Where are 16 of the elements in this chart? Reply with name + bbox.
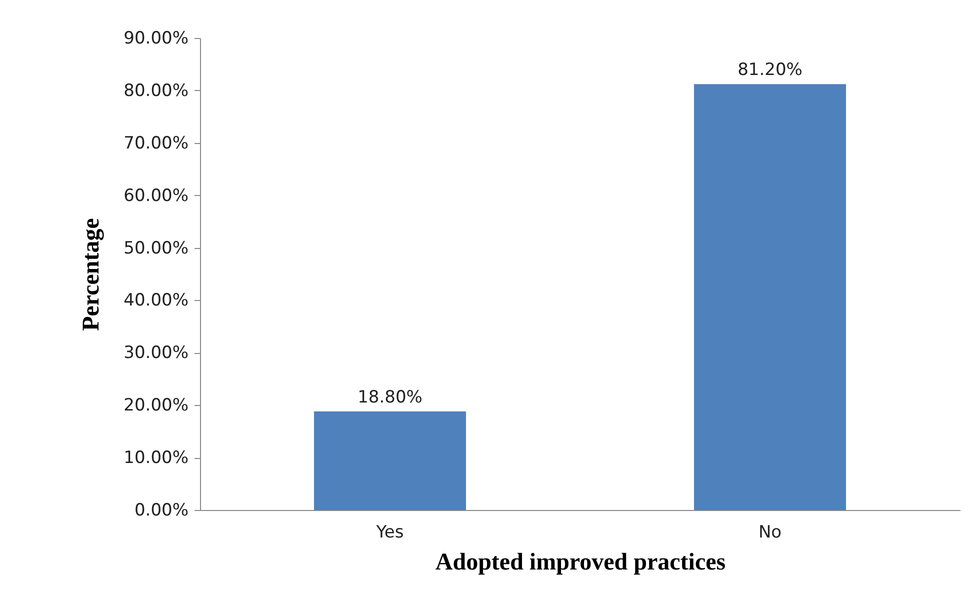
data-label: 18.80% bbox=[358, 387, 422, 408]
y-axis-title: Percentage bbox=[78, 218, 105, 331]
y-tick-label: 80.00% bbox=[124, 80, 188, 101]
x-tick-label: Yes bbox=[375, 522, 404, 542]
data-label: 81.20% bbox=[738, 60, 802, 80]
y-tick-label: 30.00% bbox=[124, 343, 188, 364]
y-tick-label: 50.00% bbox=[124, 238, 188, 258]
y-tick-label: 40.00% bbox=[124, 290, 188, 311]
y-tick-label: 70.00% bbox=[124, 133, 188, 154]
y-tick-label: 60.00% bbox=[124, 186, 188, 206]
y-tick-label: 20.00% bbox=[124, 396, 188, 416]
y-tick-label: 10.00% bbox=[124, 448, 188, 468]
y-tick-label: 0.00% bbox=[134, 500, 188, 520]
x-tick-label: No bbox=[758, 522, 782, 542]
y-tick-label: 90.00% bbox=[124, 28, 188, 48]
x-axis-title: Adopted improved practices bbox=[435, 550, 726, 576]
